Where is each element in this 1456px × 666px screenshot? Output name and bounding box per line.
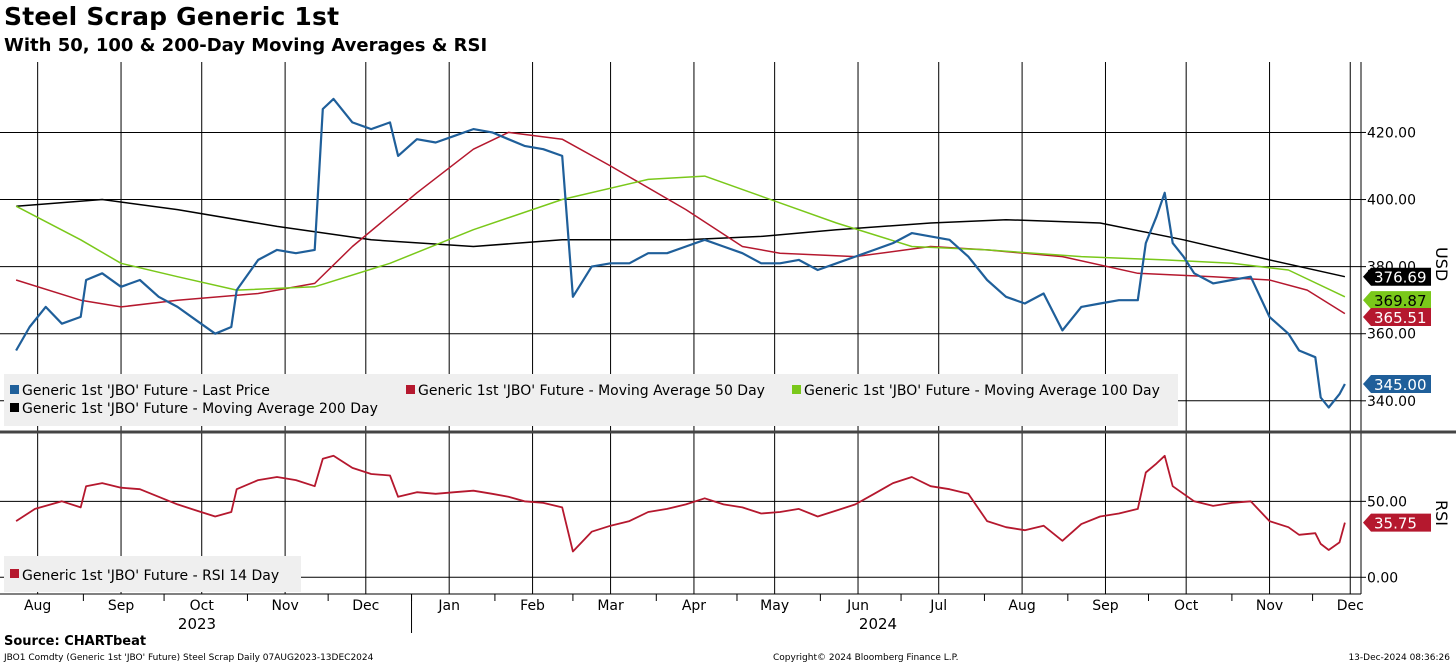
legend-ma200-swatch [10,403,19,412]
x-tick-label-16: Dec [1337,598,1364,614]
legend-box-rsi [4,556,301,592]
flag-ma100-box [1363,291,1431,310]
year-label-1: 2024 [859,615,897,633]
flag-ma50-text: 365.51 [1374,309,1427,327]
line-last-price [15,97,1346,409]
x-tick-label-7: Mar [597,598,624,614]
line-rsi-14 [15,454,1346,553]
line-ma50 [15,131,1346,315]
flag-rsi-text: 35.75 [1374,515,1417,533]
legend-rsi-label: Generic 1st 'JBO' Future - RSI 14 Day [22,568,279,584]
flag-ma100-text: 369.87 [1374,292,1427,310]
x-tick-label-9: May [760,598,789,614]
x-tick-label-3: Nov [271,598,298,614]
legend-ma100-swatch [792,385,801,394]
flag-rsi-box [1363,513,1431,532]
flag-ma200-box [1363,267,1431,286]
line-ma200 [16,198,1346,278]
timestamp-text: 13-Dec-2024 08:36:26 [1348,653,1450,663]
legend-ma50-label: Generic 1st 'JBO' Future - Moving Averag… [418,383,765,399]
x-tick-label-0: Aug [24,598,51,614]
legend-last-price-label: Generic 1st 'JBO' Future - Last Price [22,383,270,399]
line-ma100 [15,175,1346,298]
flag-last-price-text: 345.00 [1374,376,1427,394]
legend-last-price-swatch [10,385,19,394]
legend-ma200-label: Generic 1st 'JBO' Future - Moving Averag… [22,401,378,417]
x-tick-label-4: Dec [352,598,379,614]
x-tick-label-15: Nov [1256,598,1283,614]
chart-description: JBO1 Comdty (Generic 1st 'JBO' Future) S… [4,653,374,663]
legend-ma100-label: Generic 1st 'JBO' Future - Moving Averag… [804,383,1160,399]
y-tick-label-rsi-0: 0.00 [1367,570,1398,586]
legend-box-price [4,374,1178,426]
y-axis-title-price: USD [1432,247,1451,281]
x-tick-label-2: Oct [190,598,215,614]
x-tick-label-6: Feb [520,598,545,614]
y-tick-label-price-0: 340.00 [1367,394,1416,410]
legend-rsi-swatch [10,569,19,578]
y-axis-title-rsi: RSI [1432,500,1451,526]
flag-ma50-box [1363,307,1431,326]
y-tick-label-rsi-1: 50.00 [1367,494,1407,510]
flag-last-price-box [1363,375,1431,394]
x-tick-label-5: Jan [437,598,460,614]
y-tick-label-price-4: 420.00 [1367,125,1416,141]
year-label-0: 2023 [178,615,216,633]
source-label: Source: CHARTbeat [4,634,147,649]
x-tick-label-10: Jun [846,598,869,614]
x-tick-label-11: Jul [929,598,947,614]
flag-ma200-text: 376.69 [1374,269,1427,287]
x-tick-label-14: Oct [1174,598,1199,614]
y-tick-label-price-3: 400.00 [1367,193,1416,209]
x-tick-label-8: Apr [682,598,706,614]
y-tick-label-price-1: 360.00 [1367,327,1416,343]
chart-subtitle: With 50, 100 & 200-Day Moving Averages &… [4,35,488,56]
legend-ma50-swatch [406,385,415,394]
chart-title: Steel Scrap Generic 1st [4,2,340,31]
copyright-text: Copyright© 2024 Bloomberg Finance L.P. [773,653,959,663]
x-tick-label-12: Aug [1008,598,1035,614]
x-tick-label-1: Sep [108,598,135,614]
x-tick-label-13: Sep [1092,598,1119,614]
